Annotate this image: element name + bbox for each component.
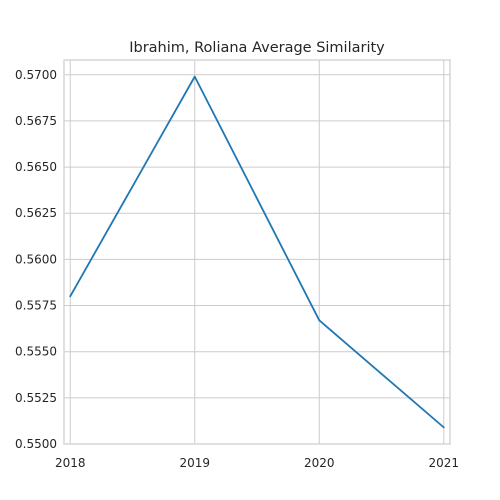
y-tick-label: 0.5550 (15, 345, 57, 359)
chart-title: Ibrahim, Roliana Average Similarity (129, 40, 385, 56)
y-tick-label: 0.5650 (15, 160, 57, 174)
plot-frame (63, 59, 451, 445)
y-tick-label: 0.5525 (15, 391, 57, 405)
x-tick-label: 2019 (179, 456, 210, 470)
y-tick-label: 0.5700 (15, 68, 57, 82)
y-tick-label: 0.5600 (15, 252, 57, 266)
y-tick-label: 0.5675 (15, 114, 57, 128)
x-tick-label: 2020 (304, 456, 335, 470)
series-layer (69, 75, 445, 429)
x-tick-label: 2018 (55, 456, 86, 470)
grid-lines (64, 60, 450, 445)
axes: 0.5500 0.5525 0.5550 0.5575 0.5600 0.5625 0.56… (15, 59, 460, 470)
x-tick-label: 2021 (429, 456, 460, 470)
series-line (69, 75, 445, 429)
y-tick-label: 0.5625 (15, 206, 57, 220)
y-tick-label: 0.5575 (15, 299, 57, 313)
y-tick-label: 0.5500 (15, 437, 57, 451)
